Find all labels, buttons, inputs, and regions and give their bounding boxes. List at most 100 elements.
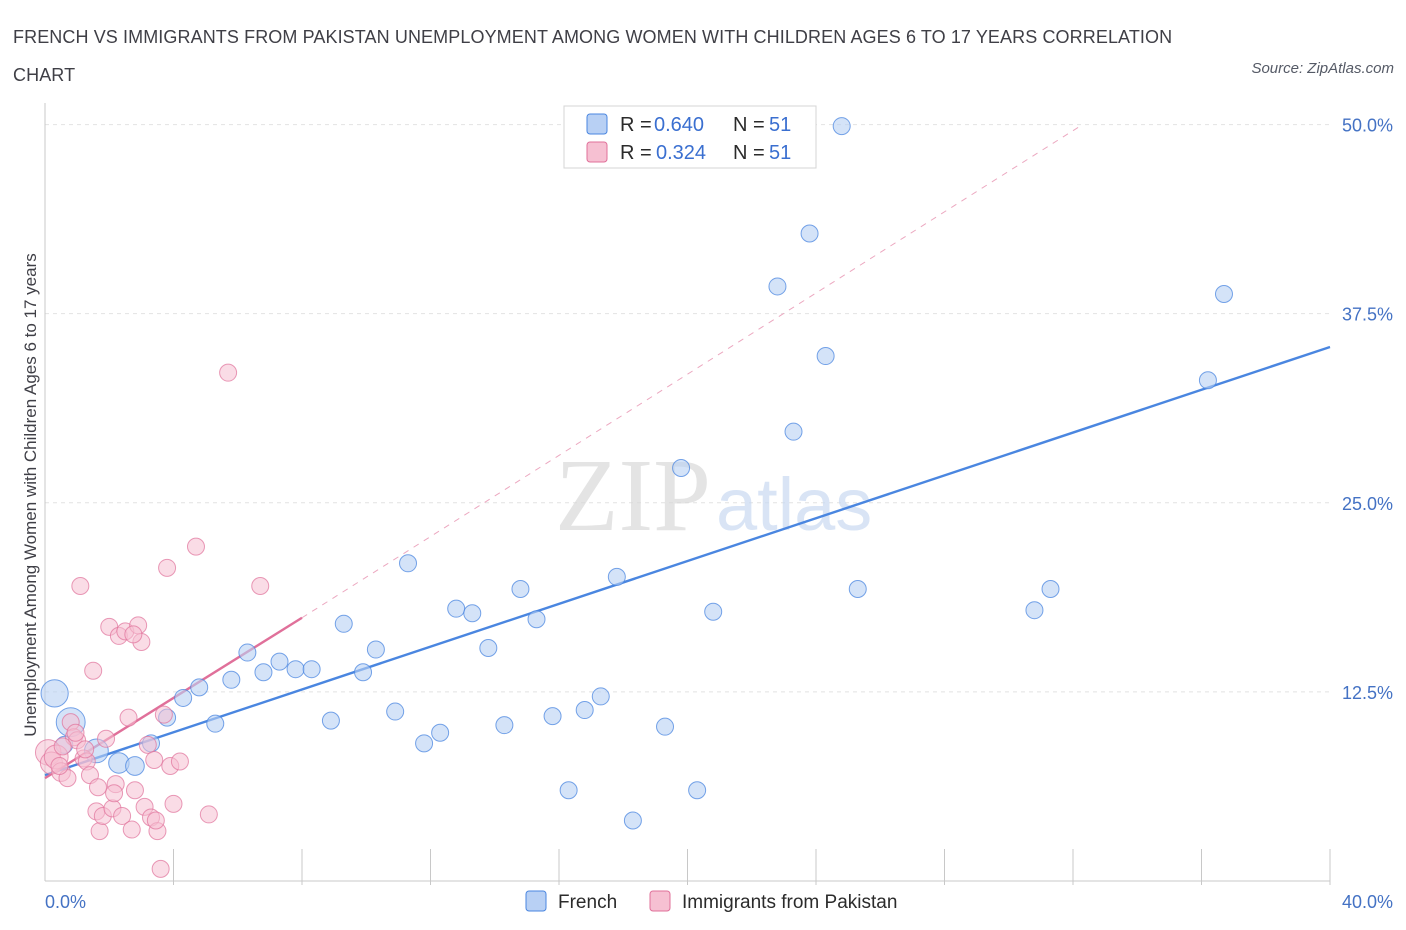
chart-source: Source: ZipAtlas.com: [1251, 60, 1394, 77]
pakistan-point: [53, 737, 72, 756]
series-legend-french-swatch: [525, 890, 547, 912]
french-point: [190, 678, 209, 697]
pakistan-point: [122, 820, 141, 839]
watermark-atlas: atlas: [716, 463, 872, 546]
y-tick-labels: 12.5% 25.0% 37.5% 50.0%: [1342, 116, 1393, 703]
french-point: [848, 580, 867, 599]
french-point: [704, 602, 723, 621]
pakistan-point: [170, 752, 189, 771]
french-point: [672, 458, 691, 477]
y-tick-label: 50.0%: [1342, 116, 1393, 136]
pakistan-point: [158, 558, 177, 577]
french-trend-line: [44, 345, 1331, 777]
french-point: [238, 643, 257, 662]
french-point: [479, 639, 498, 658]
french-point: [623, 811, 642, 830]
french-point: [784, 422, 803, 441]
grid-lines: [45, 124, 1330, 693]
french-point: [174, 688, 193, 707]
french-point: [591, 687, 610, 706]
french-point: [463, 604, 482, 623]
x-tick-labels: 0.0% 40.0%: [45, 892, 1393, 912]
pakistan-point: [164, 794, 183, 813]
pakistan-point: [125, 781, 144, 800]
french-point: [302, 660, 321, 679]
pakistan-point: [138, 735, 157, 754]
data-points: [34, 117, 1233, 878]
y-tick-label: 12.5%: [1342, 683, 1393, 703]
stats-legend-pakistan-r-label: R =: [620, 142, 657, 164]
axes: [44, 103, 1331, 885]
x-tick-label: 40.0%: [1342, 892, 1393, 912]
pakistan-point: [66, 723, 85, 742]
french-point: [399, 554, 418, 573]
pakistan-point: [124, 625, 143, 644]
stats-legend-pakistan-r-value: 0.324: [656, 142, 706, 164]
french-point: [575, 701, 594, 720]
french-point: [286, 660, 305, 679]
french-point: [688, 781, 707, 800]
french-point: [527, 610, 546, 629]
french-point: [366, 640, 385, 659]
french-point: [832, 117, 851, 136]
stats-legend-french-r-value: 0.640: [654, 114, 704, 136]
french-point: [222, 670, 241, 689]
french-point: [1041, 580, 1060, 599]
french-point: [354, 663, 373, 682]
pakistan-point: [84, 661, 103, 680]
series-legend-pakistan-label: Immigrants from Pakistan: [682, 892, 897, 913]
pakistan-point: [113, 806, 132, 825]
french-point: [334, 614, 353, 633]
y-tick-label: 25.0%: [1342, 494, 1393, 514]
french-point: [40, 679, 69, 708]
pakistan-point: [90, 822, 109, 841]
pakistan-point: [97, 729, 116, 748]
pakistan-point: [219, 363, 238, 382]
french-point: [415, 734, 434, 753]
pakistan-point: [119, 708, 138, 727]
french-point: [270, 652, 289, 671]
pakistan-point: [199, 805, 218, 824]
stats-legend-french-swatch: [586, 113, 608, 135]
french-point: [1214, 285, 1233, 304]
pakistan-point: [145, 750, 164, 769]
french-point: [607, 567, 626, 586]
french-point: [768, 277, 787, 296]
pakistan-point: [251, 576, 270, 595]
french-point: [431, 723, 450, 742]
stats-legend-french-n-value: 51: [769, 114, 791, 136]
french-point: [559, 781, 578, 800]
pakistan-point: [76, 740, 95, 759]
y-tick-label: 37.5%: [1342, 305, 1393, 325]
stats-legend-pakistan-n-label: N =: [733, 142, 770, 164]
french-point: [125, 756, 145, 776]
series-legend: French Immigrants from Pakistan: [525, 890, 897, 913]
watermark: ZIP atlas: [555, 438, 872, 553]
french-point: [495, 716, 514, 735]
french-point: [321, 711, 340, 730]
stats-legend-french-n-label: N =: [733, 114, 770, 136]
stats-legend-french-r-label: R =: [620, 114, 657, 136]
pakistan-point: [89, 778, 108, 797]
pakistan-point: [146, 811, 165, 830]
stats-legend-pakistan-swatch: [586, 141, 608, 163]
pakistan-point: [105, 784, 124, 803]
pakistan-point: [71, 576, 90, 595]
stats-legend-pakistan-n-value: 51: [769, 142, 791, 164]
stats-legend: R = 0.640 N = 51 R = 0.324 N = 51: [563, 105, 817, 169]
pakistan-point: [186, 537, 205, 556]
series-legend-pakistan-swatch: [649, 890, 671, 912]
y-axis-label: Unemployment Among Women with Children A…: [21, 253, 40, 737]
pakistan-trend-line-extension: [301, 124, 1083, 619]
french-point: [656, 717, 675, 736]
french-point: [1198, 371, 1217, 390]
french-point: [386, 702, 405, 721]
x-tick-label: 0.0%: [45, 892, 86, 912]
pakistan-point: [50, 757, 69, 776]
series-legend-french-label: French: [558, 892, 617, 913]
pakistan-point: [151, 859, 170, 878]
french-point: [543, 707, 562, 726]
french-point: [816, 347, 835, 366]
french-point: [800, 224, 819, 243]
